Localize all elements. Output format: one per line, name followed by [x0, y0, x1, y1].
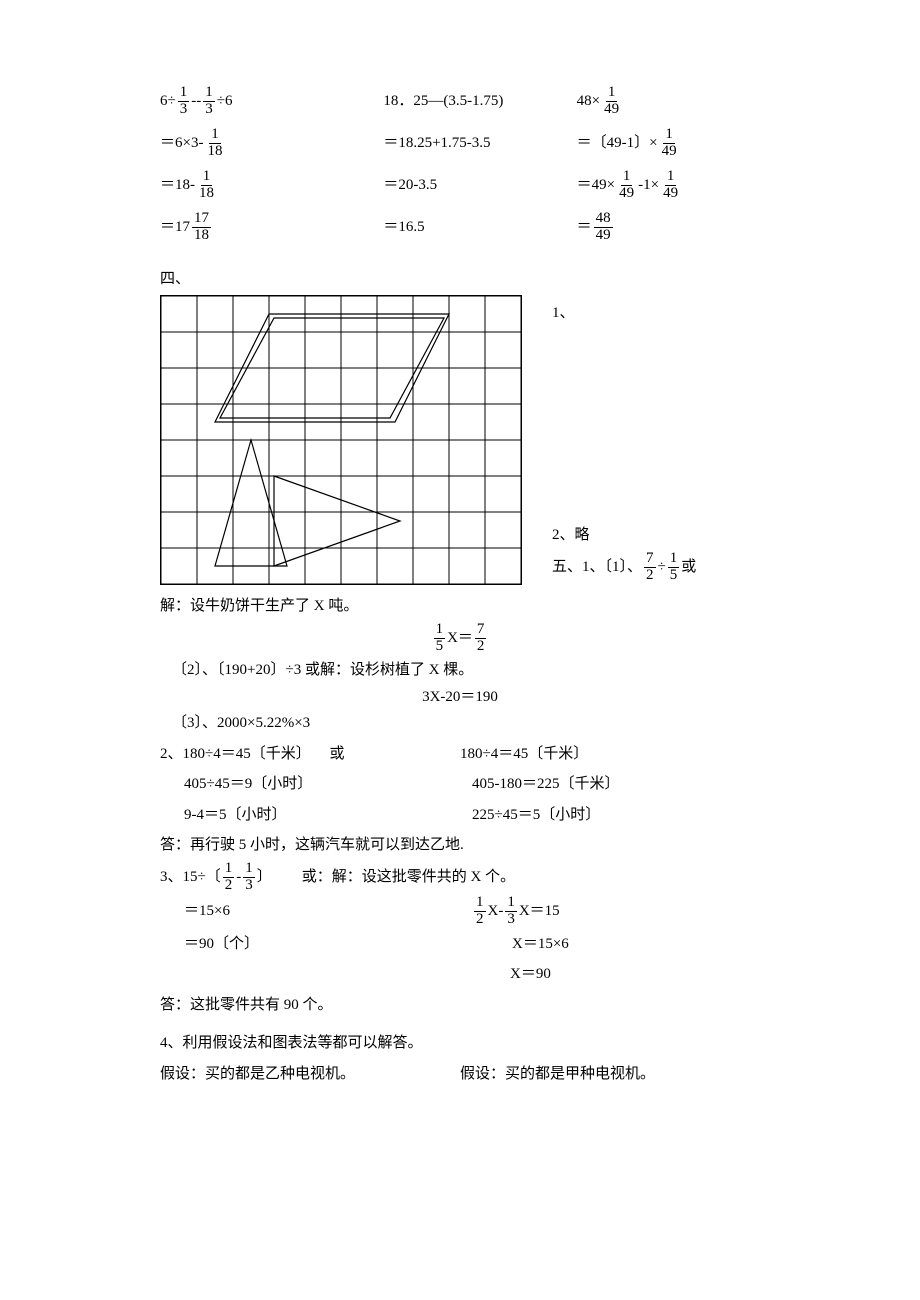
- p6-row: 9-4＝5〔小时〕 225÷45＝5〔小时〕: [160, 800, 760, 831]
- c3-line3: ＝49× 149 -1× 149: [577, 164, 760, 206]
- text: 〕: [257, 866, 272, 889]
- p9-row: ＝15×6 12 X- 13 X＝15: [160, 895, 760, 929]
- p6l: 9-4＝5〔小时〕: [184, 804, 472, 827]
- p12: 答：这批零件共有 90 个。: [160, 994, 760, 1017]
- text: ＝18-: [160, 174, 195, 197]
- p4r: 180÷4＝45〔千米〕: [460, 743, 760, 766]
- fraction: 13: [178, 85, 190, 118]
- p11-row: X＝90: [160, 959, 760, 990]
- fraction: 4849: [594, 211, 613, 244]
- calc-col-1: 6÷ 13 -- 13 ÷6 ＝6×3- 118 ＝18- 118 ＝17 17…: [160, 80, 343, 248]
- text: ＝: [577, 216, 592, 239]
- p8-row: 3、15÷〔 12 - 13 〕 或：解：设这批零件共的 X 个。: [160, 861, 760, 895]
- p2b: 3X-20＝190: [160, 686, 760, 709]
- fraction: 13: [243, 861, 255, 894]
- p5-row: 405÷45＝9〔小时〕 405-180＝225〔千米〕: [160, 769, 760, 800]
- p10l: ＝90〔个〕: [184, 933, 432, 956]
- calc-col-3: 48× 149 ＝〔49-1〕× 149 ＝49× 149 -1× 149 ＝ …: [577, 80, 760, 248]
- text: ＝15×6: [184, 900, 230, 923]
- text: X-: [488, 900, 504, 923]
- p4l: 2、180÷4＝45〔千米〕 或: [160, 743, 460, 766]
- p10-row: ＝90〔个〕 X＝15×6: [160, 929, 760, 960]
- fraction: 149: [602, 85, 621, 118]
- p9l: ＝15×6: [184, 895, 472, 929]
- side-notes: 1、 2、略 五、1、〔1〕、 72 ÷ 15 或: [552, 302, 696, 585]
- p3: 〔3〕、2000×5.22%×3: [172, 712, 760, 735]
- fraction: 15: [434, 622, 446, 655]
- fraction: 118: [197, 169, 216, 202]
- p13: 4、利用假设法和图表法等都可以解答。: [160, 1032, 760, 1055]
- fraction: 12: [223, 861, 235, 894]
- c2-line4: ＝16.5: [383, 206, 566, 248]
- text: ＝17: [160, 216, 190, 239]
- c2-line3: ＝20-3.5: [383, 164, 566, 206]
- c1-line1: 6÷ 13 -- 13 ÷6: [160, 80, 343, 122]
- c3-line4: ＝ 4849: [577, 206, 760, 248]
- geometry-grid: [160, 295, 522, 585]
- text: ＝49×: [577, 174, 615, 197]
- p2: 〔2〕、〔190+20〕÷3 或解：设杉树植了 X 棵。: [172, 659, 760, 682]
- fraction: 149: [661, 169, 680, 202]
- p14r: 假设：买的都是甲种电视机。: [460, 1063, 760, 1086]
- p5l: 405÷45＝9〔小时〕: [184, 773, 472, 796]
- p14l: 假设：买的都是乙种电视机。: [160, 1063, 460, 1086]
- p10r: X＝15×6: [432, 933, 760, 956]
- c2-line2: ＝18.25+1.75-3.5: [383, 122, 566, 164]
- text: -1×: [638, 174, 659, 197]
- fraction: 149: [617, 169, 636, 202]
- note-3: 五、1、〔1〕、 72 ÷ 15 或: [552, 551, 696, 585]
- calc-col-2: 18．25—(3.5-1.75) ＝18.25+1.75-3.5 ＝20-3.5…: [383, 80, 566, 248]
- text: 或: [681, 556, 696, 579]
- grid-area: 1、 2、略 五、1、〔1〕、 72 ÷ 15 或: [160, 295, 760, 585]
- p1: 解：设牛奶饼干生产了 X 吨。: [160, 595, 760, 618]
- text: 6÷: [160, 90, 176, 113]
- p7: 答：再行驶 5 小时，这辆汽车就可以到达乙地.: [160, 834, 760, 857]
- text: X＝15: [519, 900, 560, 923]
- fraction: 72: [475, 622, 487, 655]
- text: 2、180÷4＝45〔千米〕: [160, 746, 311, 762]
- p6r: 225÷45＝5〔小时〕: [472, 804, 760, 827]
- fraction: 15: [668, 551, 680, 584]
- p11l: [160, 963, 410, 986]
- fraction: 72: [644, 551, 656, 584]
- note-1: 1、: [552, 302, 696, 325]
- p4-row: 2、180÷4＝45〔千米〕 或 180÷4＝45〔千米〕: [160, 739, 760, 770]
- fraction: 13: [203, 85, 215, 118]
- c1-line3: ＝18- 118: [160, 164, 343, 206]
- fraction: 149: [660, 127, 679, 160]
- eq1: 15 X＝ 72: [160, 621, 760, 655]
- text: 或：解：设这批零件共的 X 个。: [302, 866, 515, 889]
- c3-line2: ＝〔49-1〕× 149: [577, 122, 760, 164]
- text: 3、15÷〔: [160, 866, 221, 889]
- c1-line2: ＝6×3- 118: [160, 122, 343, 164]
- p5r: 405-180＝225〔千米〕: [472, 773, 760, 796]
- text: 48×: [577, 90, 600, 113]
- calc-columns: 6÷ 13 -- 13 ÷6 ＝6×3- 118 ＝18- 118 ＝17 17…: [160, 80, 760, 248]
- text: 或: [329, 746, 344, 762]
- fraction: 13: [505, 895, 517, 928]
- text: ＝6×3-: [160, 132, 203, 155]
- c1-line4: ＝17 1718: [160, 206, 343, 248]
- fraction: 1718: [192, 211, 211, 244]
- note-2: 2、略: [552, 524, 696, 547]
- text: --: [191, 90, 201, 113]
- c2-line1: 18．25—(3.5-1.75): [383, 80, 566, 122]
- fraction: 12: [474, 895, 486, 928]
- text: -: [236, 866, 241, 889]
- fraction: 118: [205, 127, 224, 160]
- p9r: 12 X- 13 X＝15: [472, 895, 760, 929]
- text: ＝〔49-1〕×: [577, 132, 658, 155]
- text: X＝: [447, 627, 473, 650]
- text: ÷6: [217, 90, 233, 113]
- p14-row: 假设：买的都是乙种电视机。 假设：买的都是甲种电视机。: [160, 1059, 760, 1090]
- p11r: X＝90: [410, 963, 760, 986]
- c3-line1: 48× 149: [577, 80, 760, 122]
- text: ÷: [658, 556, 666, 579]
- text: 五、1、〔1〕、: [552, 556, 642, 579]
- section-four-label: 四、: [160, 268, 760, 291]
